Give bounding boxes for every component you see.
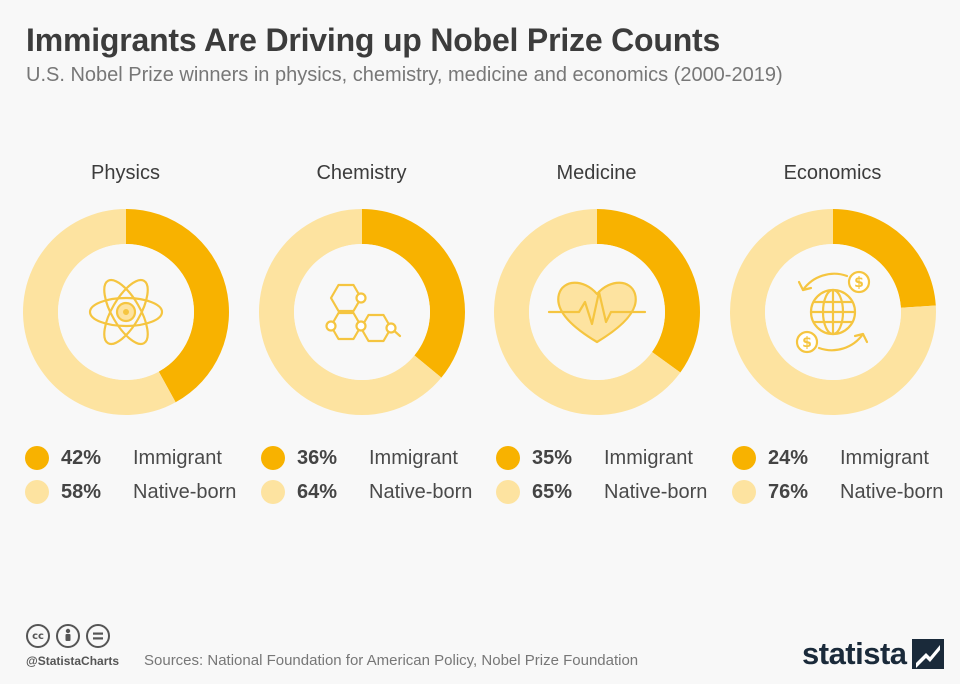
legend-label: Immigrant [133, 446, 222, 469]
legend-chemistry-native-born: 64% Native-born [261, 480, 472, 504]
by-icon [56, 624, 80, 648]
panel-title-chemistry: Chemistry [316, 162, 407, 184]
legend-label: Native-born [133, 480, 237, 503]
legend-percent: 35% [532, 446, 573, 469]
donut-medicine [493, 209, 700, 415]
legend-label: Immigrant [369, 446, 458, 469]
legend-medicine-native-born: 65% Native-born [496, 480, 707, 504]
legend-label: Native-born [369, 480, 473, 503]
legend-percent: 64% [297, 480, 338, 503]
donut-hole [294, 244, 430, 380]
slice-chemistry-native-born [259, 209, 442, 415]
slice-medicine-native-born [493, 209, 681, 415]
donut-economics: $$ [730, 209, 936, 415]
svg-text:$: $ [802, 335, 812, 351]
legend-economics-immigrant: 24% Immigrant [732, 446, 929, 470]
nd-icon [86, 624, 110, 648]
slice-economics-immigrant [833, 209, 936, 308]
legend-physics-native-born: 58% Native-born [25, 480, 236, 504]
panel-economics: Economics $ $24% Immigrant 76% Native-born [715, 150, 950, 520]
slice-medicine-immigrant [597, 209, 700, 373]
legend-percent: 58% [61, 480, 102, 503]
legend-economics-native-born: 76% Native-born [732, 480, 943, 504]
panel-chemistry: Chemistry 36% Immigrant 64% Native-born [244, 150, 479, 520]
heart-pulse-icon [547, 281, 647, 344]
slice-economics-native-born [730, 209, 936, 415]
donut-chemistry [259, 209, 465, 415]
sources-note: Sources: National Foundation for America… [144, 652, 639, 669]
globe-dollar-icon: $$ [795, 270, 871, 354]
legend-swatch [496, 480, 520, 504]
legend-label: Native-born [604, 480, 708, 503]
legend-label: Native-born [840, 480, 944, 503]
legend-swatch [261, 480, 285, 504]
statista-handle: @StatistaCharts [26, 654, 120, 668]
legend-percent: 42% [61, 446, 102, 469]
statista-logo: statista [802, 636, 944, 672]
chart-title: Immigrants Are Driving up Nobel Prize Co… [26, 22, 721, 58]
legend-chemistry-immigrant: 36% Immigrant [261, 446, 458, 470]
legend-swatch [261, 446, 285, 470]
slice-chemistry-immigrant [362, 209, 465, 378]
chart-subtitle: U.S. Nobel Prize winners in physics, che… [26, 64, 783, 86]
legend-percent: 24% [768, 446, 809, 469]
panel-physics: Physics 42% Immigrant 58% Native-born [8, 150, 243, 520]
legend-physics-immigrant: 42% Immigrant [25, 446, 222, 470]
legend-percent: 76% [768, 480, 809, 503]
atom-icon [88, 278, 164, 346]
panel-title-physics: Physics [91, 162, 160, 184]
legend-swatch [496, 446, 520, 470]
legend-swatch [25, 446, 49, 470]
legend-label: Immigrant [604, 446, 693, 469]
donut-physics [23, 209, 230, 415]
brand-name: statista [802, 636, 907, 671]
panel-title-economics: Economics [783, 162, 882, 184]
panel-medicine: Medicine 35% Immigrant 65% Native-born [479, 150, 714, 520]
legend-swatch [732, 446, 756, 470]
legend-label: Immigrant [840, 446, 929, 469]
license-icons: cc [26, 624, 110, 648]
molecule-icon [325, 283, 402, 343]
slice-physics-immigrant [126, 209, 230, 403]
legend-swatch [25, 480, 49, 504]
legend-percent: 36% [297, 446, 338, 469]
cc-icon: cc [26, 624, 50, 648]
legend-medicine-immigrant: 35% Immigrant [496, 446, 693, 470]
svg-text:$: $ [854, 275, 864, 291]
legend-swatch [732, 480, 756, 504]
slice-physics-native-born [23, 209, 176, 415]
donut-charts: Physics 42% Immigrant 58% Native-born Chemist… [0, 150, 960, 520]
statista-mark-icon [911, 639, 944, 669]
legend-percent: 65% [532, 480, 573, 503]
panel-title-medicine: Medicine [556, 162, 637, 184]
